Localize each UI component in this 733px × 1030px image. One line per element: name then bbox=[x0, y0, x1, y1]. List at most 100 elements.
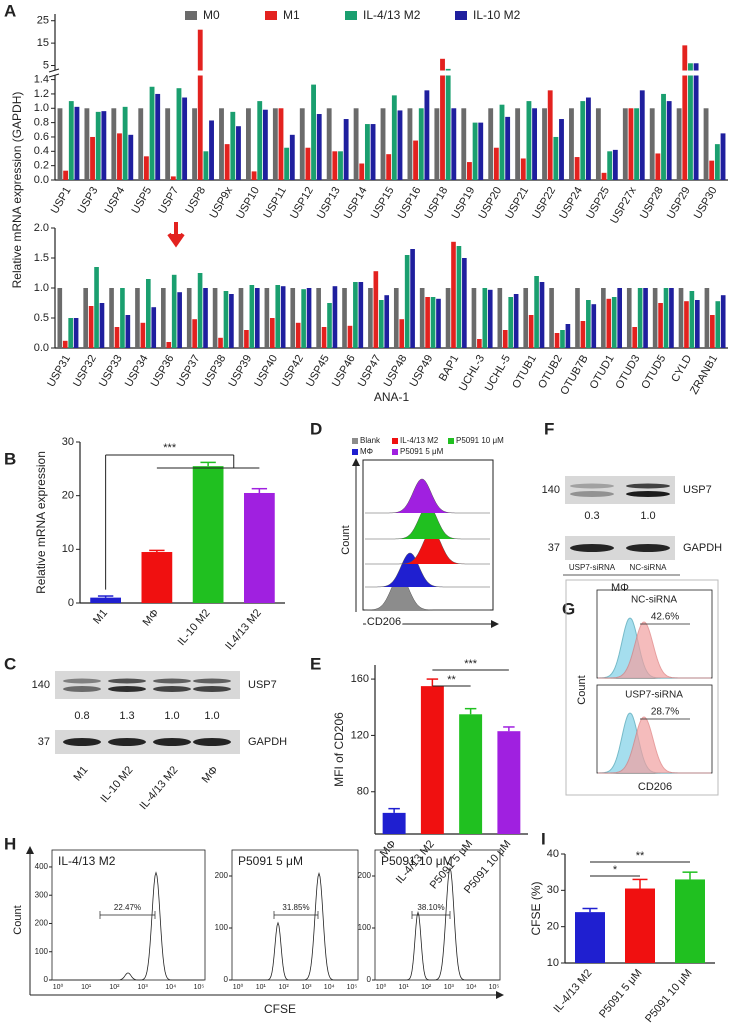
bar bbox=[413, 140, 419, 180]
x-tick-label: USP14 bbox=[342, 185, 370, 221]
y-tick-label: 0.5 bbox=[34, 312, 49, 324]
x-tick-label: 10² bbox=[279, 984, 290, 991]
significance: ** bbox=[636, 850, 645, 862]
bar bbox=[370, 124, 376, 180]
ratio-label: 1.3 bbox=[119, 710, 134, 722]
x-tick-label: USP22 bbox=[530, 185, 558, 221]
x-tick-label: 10⁰ bbox=[53, 983, 64, 991]
y-tick-label: 1.4 bbox=[34, 73, 49, 85]
bar bbox=[359, 163, 365, 180]
bar bbox=[632, 327, 638, 348]
bar bbox=[688, 63, 693, 180]
x-tick-label: USP4 bbox=[103, 185, 128, 216]
bar bbox=[316, 288, 321, 348]
x-tick-label: MΦ bbox=[141, 607, 162, 629]
blot-band bbox=[108, 678, 146, 684]
bar bbox=[451, 241, 456, 348]
bar bbox=[251, 171, 257, 180]
bar bbox=[203, 288, 208, 348]
blot-band bbox=[193, 738, 231, 746]
bar bbox=[542, 108, 547, 180]
bar bbox=[321, 327, 327, 348]
x-tick-label: USP49 bbox=[408, 353, 436, 389]
lane-label: IL-4/13 M2 bbox=[138, 764, 181, 812]
bar bbox=[83, 288, 88, 348]
axis-break bbox=[47, 70, 730, 76]
bar bbox=[149, 86, 155, 180]
x-tick-label: 10⁰ bbox=[376, 983, 387, 991]
y-tick-label: 30 bbox=[62, 436, 74, 448]
bar bbox=[186, 288, 192, 348]
bar bbox=[666, 101, 672, 180]
bar bbox=[68, 318, 73, 348]
protein-label: USP7 bbox=[248, 679, 277, 691]
bar bbox=[117, 133, 122, 180]
x-tick-label: USP46 bbox=[330, 353, 358, 389]
legend-label: M0 bbox=[203, 8, 220, 22]
bar bbox=[177, 292, 182, 348]
bar bbox=[84, 108, 90, 180]
bar bbox=[391, 95, 397, 180]
y-tick-label: 300 bbox=[35, 890, 49, 899]
bar bbox=[434, 108, 440, 180]
panel-letter: F bbox=[544, 419, 554, 438]
bar bbox=[580, 321, 586, 348]
bar bbox=[364, 124, 370, 180]
bar bbox=[523, 288, 529, 348]
x-tick-label: P5091 5 μM bbox=[597, 967, 644, 1020]
x-tick-label: USP8 bbox=[183, 185, 208, 216]
bar bbox=[601, 288, 606, 348]
bar bbox=[170, 176, 176, 180]
legend-swatch bbox=[345, 11, 357, 20]
bar bbox=[280, 286, 286, 348]
bar bbox=[197, 273, 203, 348]
bar bbox=[68, 101, 74, 180]
bar bbox=[384, 295, 390, 348]
histogram-curve bbox=[598, 621, 711, 679]
bar bbox=[326, 108, 332, 180]
bar bbox=[397, 110, 403, 180]
bar bbox=[637, 288, 643, 348]
blot-membrane bbox=[55, 671, 240, 699]
x-tick-label: 10² bbox=[109, 984, 120, 991]
bar bbox=[316, 114, 322, 180]
x-tick-label: UCHL-5 bbox=[483, 353, 513, 393]
bar bbox=[720, 295, 726, 348]
histogram-curve bbox=[233, 872, 357, 981]
bar bbox=[109, 288, 114, 348]
lane-label: USP7-siRNA bbox=[569, 563, 616, 572]
bar bbox=[327, 303, 332, 348]
bar bbox=[353, 282, 358, 348]
y-tick-label: 80 bbox=[357, 786, 369, 798]
bar bbox=[135, 288, 140, 348]
x-tick-label: USP13 bbox=[315, 185, 343, 221]
panel-letter: A bbox=[4, 1, 16, 20]
bar bbox=[689, 291, 695, 348]
legend-label: P5091 10 μM bbox=[456, 436, 504, 445]
bar bbox=[120, 288, 125, 348]
y-tick-label: 20 bbox=[62, 490, 74, 502]
y-tick-label: 1.0 bbox=[34, 282, 49, 294]
x-tick-label: USP9x bbox=[208, 185, 236, 221]
bar bbox=[358, 282, 364, 348]
legend-swatch bbox=[185, 11, 197, 20]
bar bbox=[554, 333, 560, 348]
y-tick-label: 0.2 bbox=[34, 160, 49, 172]
histogram-curve bbox=[376, 866, 499, 981]
lane-label: NC-siRNA bbox=[630, 563, 668, 572]
x-tick-label: USP32 bbox=[71, 353, 99, 389]
x-tick-label: USP42 bbox=[278, 353, 306, 389]
bar bbox=[165, 108, 171, 180]
blot-band bbox=[193, 678, 231, 684]
x-tick-label: 10¹ bbox=[399, 984, 410, 991]
legend-label: IL-10 M2 bbox=[473, 8, 521, 22]
bar bbox=[487, 289, 493, 348]
bar bbox=[257, 101, 263, 180]
bar bbox=[477, 339, 482, 348]
bar bbox=[410, 249, 415, 348]
bar bbox=[311, 84, 316, 180]
x-tick-label: USP21 bbox=[503, 185, 531, 221]
bar bbox=[90, 136, 95, 180]
x-tick-label: USP29 bbox=[665, 185, 693, 221]
blot-band bbox=[626, 544, 670, 552]
